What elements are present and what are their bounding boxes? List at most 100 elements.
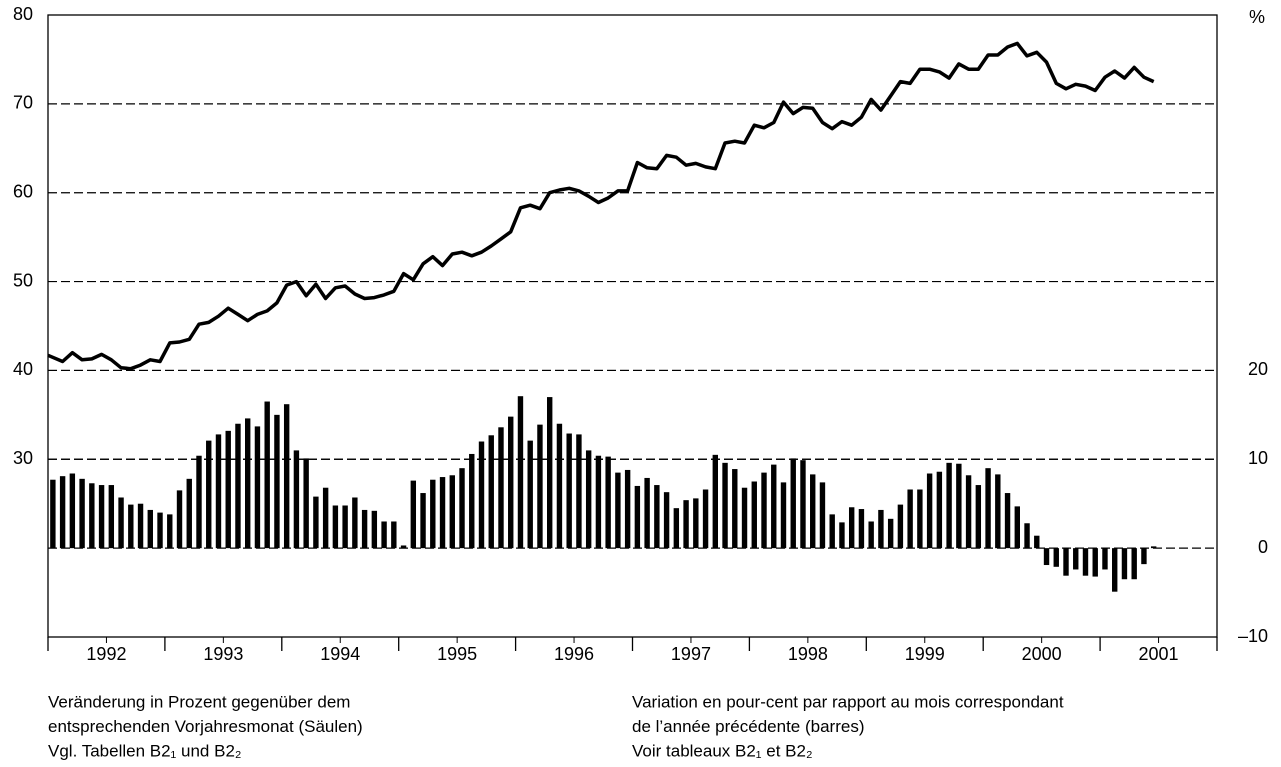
x-tick-label: 2000: [1022, 644, 1062, 664]
bar: [576, 434, 582, 549]
bar: [907, 489, 913, 549]
bar: [391, 521, 397, 549]
x-tick-label: 1996: [554, 644, 594, 664]
bar: [303, 458, 309, 549]
bar: [449, 475, 455, 549]
bar: [235, 423, 241, 549]
bar: [59, 476, 66, 549]
x-tick-label: 1999: [905, 644, 945, 664]
bar: [196, 455, 202, 549]
bar: [946, 462, 952, 549]
bar: [1073, 548, 1079, 570]
bar: [1141, 548, 1147, 565]
bar: [683, 500, 689, 549]
bar: [897, 504, 904, 549]
bar: [848, 507, 855, 549]
bar: [167, 514, 173, 549]
bar: [965, 475, 972, 549]
bar: [108, 485, 115, 549]
bar: [1004, 493, 1011, 549]
bar: [673, 508, 680, 549]
y2-tick-label: 10: [1248, 448, 1268, 468]
bar: [605, 456, 611, 549]
bar: [430, 479, 436, 549]
bar: [79, 478, 85, 549]
bar: [732, 469, 738, 549]
bar: [917, 489, 923, 549]
bar: [1082, 548, 1089, 576]
bar: [498, 427, 504, 549]
bar: [1131, 548, 1137, 580]
bar: [322, 487, 329, 549]
bar: [293, 450, 300, 549]
bar: [313, 496, 319, 549]
bar: [176, 490, 183, 549]
note: de l’année précédente (barres): [632, 717, 864, 736]
x-tick-label: 1995: [437, 644, 477, 664]
bar: [800, 460, 806, 549]
x-tick-label: 1998: [788, 644, 828, 664]
bar: [69, 473, 76, 549]
bar: [1102, 548, 1108, 570]
bar: [585, 450, 592, 549]
bar: [839, 522, 845, 549]
bar: [537, 424, 543, 549]
bar: [761, 472, 767, 549]
bar: [624, 469, 631, 549]
bar: [810, 474, 816, 549]
plot-frame: [47, 14, 1218, 638]
bar: [186, 478, 192, 549]
bar: [147, 509, 153, 549]
x-tick-label: 1994: [320, 644, 360, 664]
bar: [546, 397, 553, 549]
bar: [712, 454, 719, 549]
bar: [926, 473, 933, 549]
bar: [780, 482, 787, 549]
bar: [118, 497, 124, 549]
bar: [751, 481, 757, 549]
bar: [137, 503, 144, 549]
note: Vgl. Tabellen B2₁ und B2₂: [48, 741, 242, 760]
x-tick-label: 1993: [203, 644, 243, 664]
y2-tick-label: 20: [1248, 359, 1268, 379]
bar: [508, 416, 514, 549]
bar: [50, 479, 56, 549]
x-tick-label: 2001: [1139, 644, 1179, 664]
bar: [361, 509, 368, 549]
bar: [556, 423, 563, 549]
bar: [878, 509, 884, 549]
note: Variation en pour-cent par rapport au mo…: [632, 692, 1064, 711]
bar: [352, 497, 358, 549]
bar: [98, 485, 105, 549]
bar: [936, 471, 943, 549]
bar: [527, 440, 533, 549]
y2-axis-label: %: [1249, 7, 1265, 27]
bar: [469, 453, 475, 549]
bar: [985, 468, 991, 549]
y-tick-label: 80: [13, 4, 33, 24]
bar: [215, 434, 222, 549]
bar: [1043, 548, 1050, 566]
bar: [975, 485, 982, 549]
bar: [644, 477, 650, 549]
bar: [595, 455, 602, 549]
y-tick-label: 30: [13, 448, 33, 468]
bar: [264, 401, 270, 549]
bar: [439, 477, 446, 549]
bar: [400, 545, 407, 549]
bar: [410, 480, 417, 549]
bar: [693, 498, 699, 549]
note: Voir tableaux B2₁ et B2₂: [632, 741, 813, 760]
bar: [274, 414, 280, 549]
y-tick-label: 40: [13, 359, 33, 379]
bar: [1014, 506, 1020, 549]
bar: [157, 512, 163, 549]
bar: [420, 493, 426, 549]
bar: [829, 514, 835, 549]
y2-tick-label: –10: [1238, 626, 1268, 646]
bar: [868, 521, 874, 549]
bar: [1053, 548, 1059, 567]
bar: [956, 463, 962, 549]
bar: [702, 489, 709, 549]
bar: [995, 474, 1001, 549]
